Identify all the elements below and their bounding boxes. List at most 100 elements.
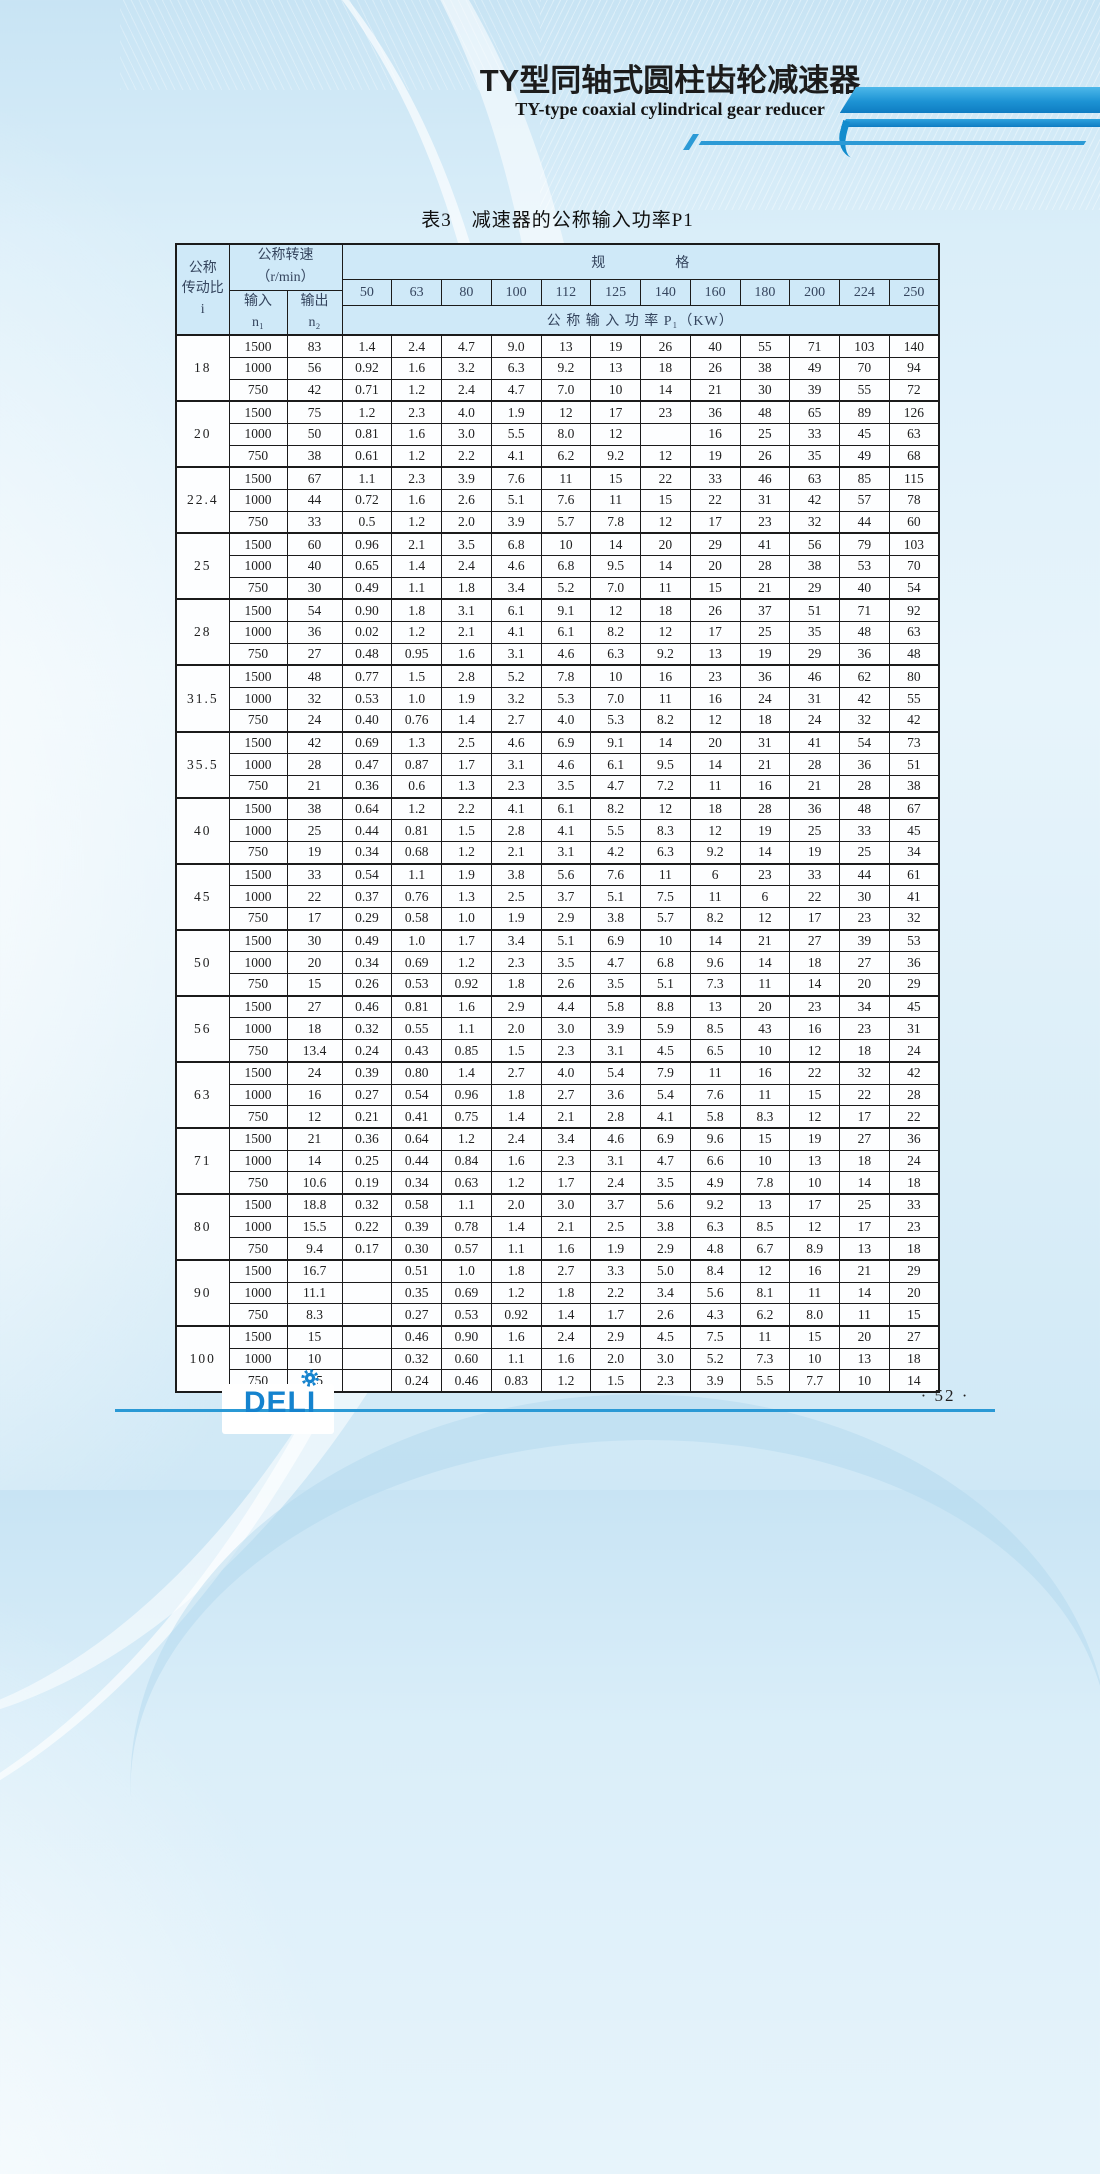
power-value-cell: 4.3 [689, 1303, 741, 1327]
power-value-cell: 0.60 [441, 1347, 492, 1371]
page-title-chinese: TY型同轴式圆柱齿轮减速器 [479, 63, 861, 98]
power-value-cell: 41 [888, 885, 940, 909]
power-value-cell: 7.8 [540, 664, 592, 689]
power-value-cell: 1.0 [441, 907, 492, 931]
power-value-cell: 23 [689, 664, 741, 689]
power-value-cell: 9.2 [640, 642, 691, 666]
power-value-cell: 11 [839, 1303, 890, 1327]
power-value-cell: 0.81 [391, 994, 442, 1019]
output-speed-cell: 28 [286, 753, 343, 776]
power-value-cell: 27 [839, 1126, 890, 1151]
power-value-cell: 2.5 [441, 730, 492, 755]
brand-logo: DELI [243, 1386, 317, 1419]
power-value-cell: 42 [888, 1060, 940, 1085]
power-value-cell: 29 [689, 532, 741, 557]
power-value-cell: 0.37 [341, 885, 393, 909]
power-value-cell: 2.9 [540, 907, 592, 931]
power-value-cell: 4.5 [640, 1325, 691, 1349]
power-value-cell: 7.0 [540, 378, 592, 402]
spec-column-header: 112 [540, 278, 592, 307]
table-row: 750 42 0.71 1.2 2.4 4.7 7.0 10 14 21 30 39 55 72 [176, 378, 940, 402]
power-value-cell: 12 [590, 598, 641, 623]
power-value-cell: 5.6 [689, 1281, 741, 1305]
ratio-cell: 22.4 [175, 466, 230, 534]
power-value-cell: 6.1 [540, 621, 592, 644]
power-value-cell: 29 [789, 576, 840, 600]
spec-column-header: 224 [839, 278, 890, 307]
output-speed-cell: 24 [286, 1060, 343, 1085]
power-value-cell: 4.7 [590, 951, 641, 975]
power-value-cell: 40 [689, 334, 741, 358]
power-value-cell: 12 [789, 1039, 840, 1063]
power-value-cell: 43 [739, 1017, 791, 1041]
power-value-cell: 13 [689, 994, 741, 1019]
output-speed-cell: 38 [286, 796, 343, 821]
spec-column-header: 250 [888, 278, 940, 307]
power-value-cell: 4.9 [689, 1171, 741, 1195]
power-value-cell: 1.1 [441, 1017, 492, 1041]
power-value-cell: 16 [739, 1060, 791, 1085]
input-speed-cell: 750 [228, 1237, 288, 1261]
power-value-cell: 21 [739, 576, 791, 600]
power-value-cell: 0.29 [341, 907, 393, 931]
power-value-cell: 0.6 [391, 774, 442, 799]
power-value-cell: 9.5 [640, 753, 691, 776]
power-value-cell: 71 [839, 598, 890, 623]
power-value-cell: 1.9 [441, 862, 492, 887]
power-value-cell: 10 [590, 378, 641, 402]
power-value-cell [341, 1281, 393, 1305]
power-value-cell: 0.34 [341, 840, 393, 865]
power-value-cell: 1.6 [540, 1347, 592, 1371]
power-value-cell: 39 [839, 928, 890, 953]
power-value-cell: 0.53 [441, 1303, 492, 1327]
power-value-cell: 21 [739, 753, 791, 776]
power-value-cell: 4.6 [540, 642, 592, 666]
power-value-cell: 7.5 [689, 1325, 741, 1349]
power-value-cell: 46 [739, 466, 791, 490]
power-value-cell: 2.4 [441, 555, 492, 578]
power-value-cell: 26 [689, 598, 741, 623]
power-value-cell: 5.2 [540, 576, 592, 600]
power-value-cell: 1.8 [441, 576, 492, 600]
output-speed-cell: 36 [286, 621, 343, 644]
output-speed-cell: 56 [286, 356, 343, 380]
table-row: 28 1500 54 0.90 1.8 3.1 6.1 9.1 12 18 26 37 51 71 92 [175, 598, 940, 666]
power-value-cell: 10 [789, 1171, 840, 1195]
power-value-cell: 115 [888, 466, 940, 490]
power-value-cell: 0.81 [341, 422, 393, 446]
power-value-cell: 0.90 [441, 1325, 492, 1349]
power-value-cell: 17 [590, 400, 641, 424]
power-value-cell: 12 [640, 621, 691, 644]
power-value-cell: 0.49 [341, 576, 393, 600]
table-row: 71 1500 21 0.36 0.64 1.2 2.4 3.4 4.6 6.9 9.6 15 19 27… [175, 1126, 940, 1195]
power-value-cell: 4.0 [540, 1060, 592, 1085]
power-value-cell: 0.41 [391, 1105, 442, 1129]
output-speed-cell: 33 [286, 862, 343, 887]
power-value-cell: 31 [789, 687, 840, 710]
spec-column-header: 160 [689, 278, 741, 307]
ratio-cell: 20 [175, 400, 230, 468]
power-value-cell: 2.7 [490, 1060, 542, 1085]
power-value-cell: 33 [839, 819, 890, 842]
table-row: 50 1500 30 0.49 1.0 1.7 3.4 5.1 6.9 10 14 21 27 39 53 [175, 928, 940, 997]
table-row: 750 10.6 0.19 0.34 0.63 1.2 1.7 2.4 3.5 4.9 7.8 10 1… [176, 1171, 940, 1195]
power-value-cell: 12 [689, 819, 741, 842]
power-value-cell: 1.2 [540, 1369, 592, 1393]
power-value-cell: 12 [789, 1105, 840, 1129]
power-value-cell: 4.5 [640, 1039, 691, 1063]
power-value-cell: 5.0 [640, 1259, 691, 1283]
power-value-cell: 3.3 [590, 1259, 641, 1283]
power-value-cell: 0.78 [441, 1215, 492, 1239]
power-value-cell: 45 [888, 819, 940, 842]
power-value-cell: 46 [789, 664, 840, 689]
power-value-cell: 6.9 [540, 730, 592, 755]
power-value-cell: 3.0 [640, 1347, 691, 1371]
power-value-cell: 5.7 [540, 510, 592, 534]
power-value-cell: 3.1 [490, 642, 542, 666]
power-value-cell: 10 [640, 928, 691, 953]
power-value-cell: 31 [888, 1017, 940, 1041]
table-caption: 表3 减速器的公称输入功率P1 [421, 210, 694, 231]
power-value-cell: 5.3 [540, 687, 592, 710]
ratio-cell: 18 [175, 334, 230, 402]
power-value-cell: 6.1 [590, 753, 641, 776]
